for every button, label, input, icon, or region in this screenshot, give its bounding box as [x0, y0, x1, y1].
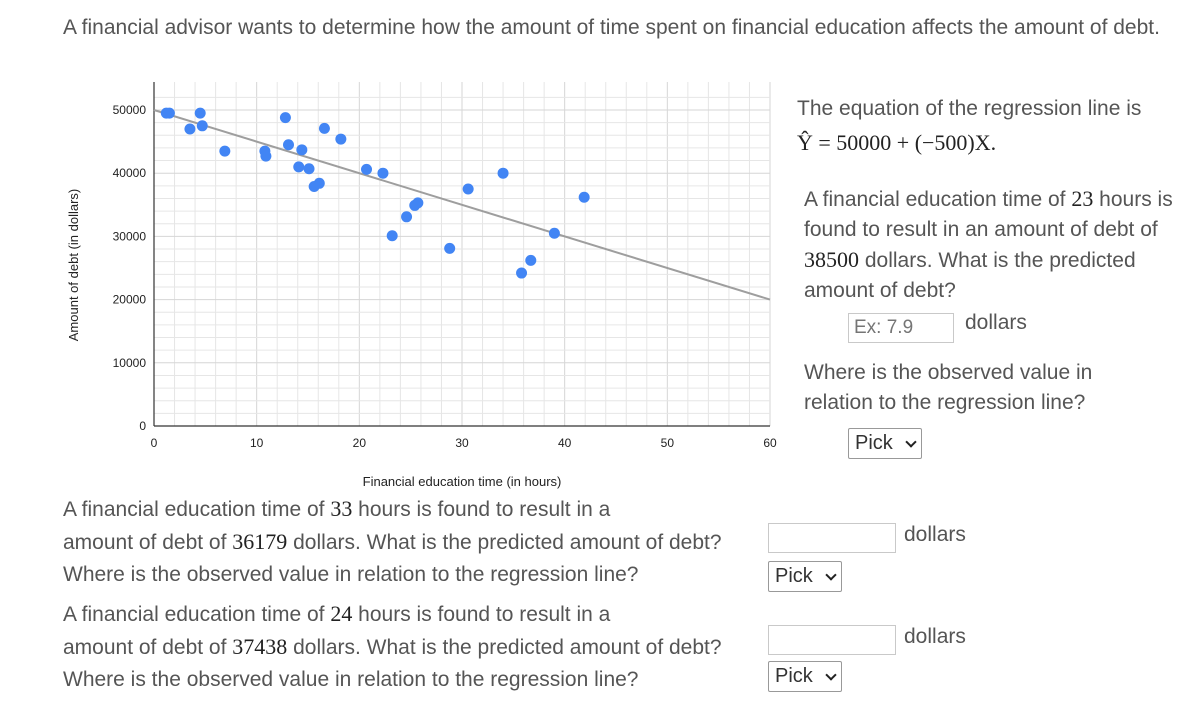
- data-point: [303, 163, 315, 175]
- q1-relation-select[interactable]: Pick: [848, 428, 922, 459]
- x-tick-label: 0: [151, 436, 158, 450]
- y-tick-label: 40000: [113, 166, 147, 180]
- data-point: [462, 183, 474, 195]
- q2-debt: 36179: [232, 529, 288, 554]
- x-tick-label: 50: [661, 436, 675, 450]
- question-3-text: A financial education time of 24 hours i…: [63, 598, 783, 696]
- x-tick-label: 20: [353, 436, 367, 450]
- data-point: [293, 161, 305, 173]
- data-point: [184, 123, 196, 135]
- data-point: [548, 227, 560, 239]
- question-panel: The equation of the regression line is Ŷ…: [797, 92, 1177, 160]
- q1-dollars-label: dollars: [965, 311, 1027, 334]
- q1-hours: 23: [1071, 186, 1094, 211]
- data-point: [296, 144, 308, 156]
- data-point: [260, 150, 272, 162]
- q3-hours: 24: [330, 601, 353, 626]
- q3-debt: 37438: [232, 634, 288, 659]
- data-point: [194, 107, 206, 119]
- chart-tick-labels: 0 10 20 30 40 50 60 0 10000 20000 30000 40000 50000: [113, 103, 777, 450]
- chart-regression-line: [153, 109, 771, 301]
- q2-relation-select[interactable]: Pick: [768, 561, 842, 592]
- q1-relation-question: Where is the observed value in relation …: [804, 361, 1093, 414]
- q2-dollars-label: dollars: [904, 523, 966, 546]
- equation-intro: The equation of the regression line is: [797, 97, 1142, 120]
- problem-intro: A financial advisor wants to determine h…: [63, 16, 1160, 39]
- chevron-down-icon: [905, 435, 917, 448]
- data-point: [386, 230, 398, 242]
- data-point: [318, 122, 330, 134]
- data-point: [219, 145, 231, 157]
- data-point: [313, 177, 325, 189]
- q3-predicted-debt-input[interactable]: [768, 625, 896, 655]
- data-point: [412, 197, 424, 209]
- data-point: [160, 107, 172, 119]
- chevron-down-icon: [825, 668, 837, 681]
- regression-equation: Ŷ = 50000 + (−500)X.: [797, 130, 997, 155]
- question-2-text: A financial education time of 33 hours i…: [63, 493, 783, 591]
- q1-debt: 38500: [804, 247, 859, 272]
- data-point: [525, 254, 537, 266]
- q2-predicted-debt-input[interactable]: [768, 523, 896, 553]
- data-point: [497, 167, 509, 179]
- q2-hours: 33: [330, 496, 353, 521]
- chart-axes: [153, 82, 770, 427]
- scatter-chart: 0 10 20 30 40 50 6001000020000300004000050000 …: [66, 82, 777, 489]
- chart-points: [160, 107, 590, 279]
- data-point: [516, 267, 528, 279]
- chevron-down-icon: [825, 568, 837, 581]
- y-tick-label: 30000: [113, 229, 147, 243]
- y-axis-label: Amount of debt (in dollars): [66, 189, 81, 341]
- x-tick-label: 30: [455, 436, 469, 450]
- data-point: [279, 112, 291, 124]
- q2-relation-question: Where is the observed value in relation …: [63, 563, 639, 586]
- data-point: [282, 139, 294, 151]
- x-tick-label: 60: [763, 436, 777, 450]
- y-tick-label: 20000: [113, 293, 147, 307]
- y-tick-label: 10000: [113, 356, 147, 370]
- x-axis-label: Financial education time (in hours): [363, 474, 562, 489]
- data-point: [335, 133, 347, 145]
- chart-grid: [153, 82, 771, 427]
- y-tick-label: 0: [139, 419, 146, 433]
- data-point: [377, 167, 389, 179]
- x-tick-label: 10: [250, 436, 264, 450]
- q3-relation-question: Where is the observed value in relation …: [63, 668, 639, 691]
- data-point: [444, 242, 456, 254]
- q1-predicted-debt-input[interactable]: [848, 313, 954, 343]
- data-point: [578, 191, 590, 203]
- q3-dollars-label: dollars: [904, 625, 966, 648]
- y-tick-label: 50000: [113, 103, 147, 117]
- data-point: [401, 211, 413, 223]
- data-point: [361, 163, 373, 175]
- data-point: [196, 120, 208, 132]
- question-1-text: A financial education time of 23 hours i…: [804, 186, 1173, 302]
- q3-relation-select[interactable]: Pick: [768, 661, 842, 692]
- regression-line: [153, 109, 771, 301]
- x-tick-label: 40: [558, 436, 572, 450]
